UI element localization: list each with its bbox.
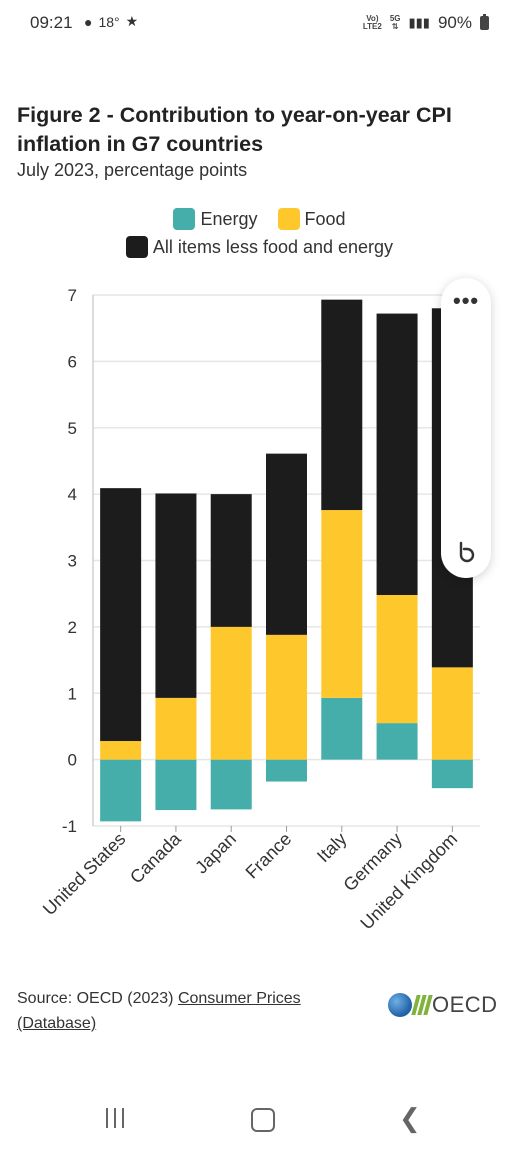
energy-swatch: [173, 208, 196, 230]
bar-segment-energy: [376, 723, 418, 760]
y-tick-label: 0: [68, 751, 77, 770]
status-left-icons: ● 18° ★: [84, 13, 138, 30]
temperature-text: 18°: [98, 13, 120, 30]
status-right-icons: Vo) LTE2 5G ⇅ ▮▮▮ 90%: [363, 13, 489, 33]
globe-icon: [388, 993, 412, 1017]
volte-label: Vo): [366, 14, 379, 23]
legend-label-energy: Energy: [200, 208, 258, 229]
legend-item-energy[interactable]: Energy: [173, 208, 258, 230]
oecd-logo: OECD: [388, 992, 498, 1018]
y-tick-label: 1: [68, 684, 77, 703]
bar-segment-food: [376, 595, 418, 724]
y-tick-label: 2: [68, 618, 77, 637]
chart-legend: Energy Food All items less food and ener…: [0, 205, 519, 261]
bar-segment-all-items-less-food-and-energy: [321, 299, 363, 511]
bar-segment-food: [100, 741, 142, 760]
bar-segment-energy: [431, 759, 473, 789]
chart-title: Figure 2 - Contribution to year-on-year …: [17, 103, 452, 156]
food-swatch: [277, 208, 300, 230]
navigation-bar: ❮: [0, 1090, 519, 1152]
battery-percent: 90%: [437, 13, 472, 32]
bar-segment-all-items-less-food-and-energy: [376, 313, 418, 596]
lte-label: LTE2: [362, 22, 382, 31]
x-tick-label: France: [242, 829, 296, 883]
battery-icon: [480, 14, 489, 30]
chat-icon: ●: [84, 13, 93, 30]
bar-segment-all-items-less-food-and-energy: [155, 493, 197, 698]
bar-segment-all-items-less-food-and-energy: [266, 453, 307, 635]
y-tick-label: 5: [68, 419, 77, 438]
bar-segment-all-items-less-food-and-energy: [100, 488, 142, 742]
bar-segment-food: [155, 697, 197, 760]
core-swatch: [125, 236, 148, 258]
floating-side-panel: •••: [441, 278, 491, 578]
bar-segment-food: [431, 667, 473, 760]
bar-segment-energy: [266, 759, 307, 782]
bar-segment-energy: [321, 697, 363, 760]
5g-label: 5G: [389, 14, 401, 23]
y-tick-label: 3: [68, 552, 77, 571]
y-tick-label: -1: [62, 817, 77, 836]
x-tick-label: United States: [39, 829, 130, 920]
x-tick-label: United Kingdom: [356, 829, 461, 934]
bar-segment-energy: [100, 759, 142, 822]
x-tick-label: Japan: [191, 829, 240, 878]
source-link[interactable]: Consumer Prices (Database): [17, 990, 301, 1032]
source-note: Source: OECD (2023) Consumer Prices (Dat…: [17, 986, 347, 1036]
x-tick-label: Canada: [126, 828, 185, 887]
logo-bars-icon: [411, 995, 433, 1015]
bar-segment-food: [210, 626, 252, 760]
bar-segment-energy: [210, 759, 252, 810]
home-icon[interactable]: [251, 1108, 275, 1132]
network-5g-icon: 5G ⇅: [390, 15, 401, 31]
more-dots-icon[interactable]: •••: [453, 288, 480, 313]
signal-icon: ▮▮▮: [408, 15, 430, 30]
data-arrows-icon: ⇅: [391, 22, 399, 31]
legend-label-food: Food: [304, 208, 346, 229]
legend-label-core: All items less food and energy: [152, 236, 394, 257]
bar-segment-food: [321, 510, 363, 698]
recent-apps-icon[interactable]: [106, 1108, 124, 1128]
back-icon[interactable]: ❮: [399, 1103, 421, 1133]
source-prefix: Source: OECD (2023): [17, 990, 178, 1007]
bar-segment-energy: [155, 759, 197, 811]
bixby-icon[interactable]: [454, 540, 478, 564]
status-bar: 09:21 ● 18° ★ Vo) LTE2 5G ⇅ ▮▮▮ 90%: [0, 0, 519, 46]
bar-segment-all-items-less-food-and-energy: [210, 494, 252, 627]
y-tick-label: 4: [68, 485, 77, 504]
x-tick-label: Italy: [313, 829, 350, 866]
y-tick-label: 6: [68, 352, 77, 371]
logo-text: OECD: [432, 992, 498, 1017]
legend-item-core[interactable]: All items less food and energy: [125, 236, 394, 258]
volte-icon: Vo) LTE2: [363, 15, 382, 31]
bar-segment-food: [266, 634, 307, 760]
accessibility-icon: ★: [125, 13, 139, 29]
status-time: 09:21: [30, 13, 73, 32]
y-tick-label: 7: [68, 286, 77, 305]
chart-subtitle: July 2023, percentage points: [17, 160, 248, 180]
legend-item-food[interactable]: Food: [277, 208, 346, 230]
